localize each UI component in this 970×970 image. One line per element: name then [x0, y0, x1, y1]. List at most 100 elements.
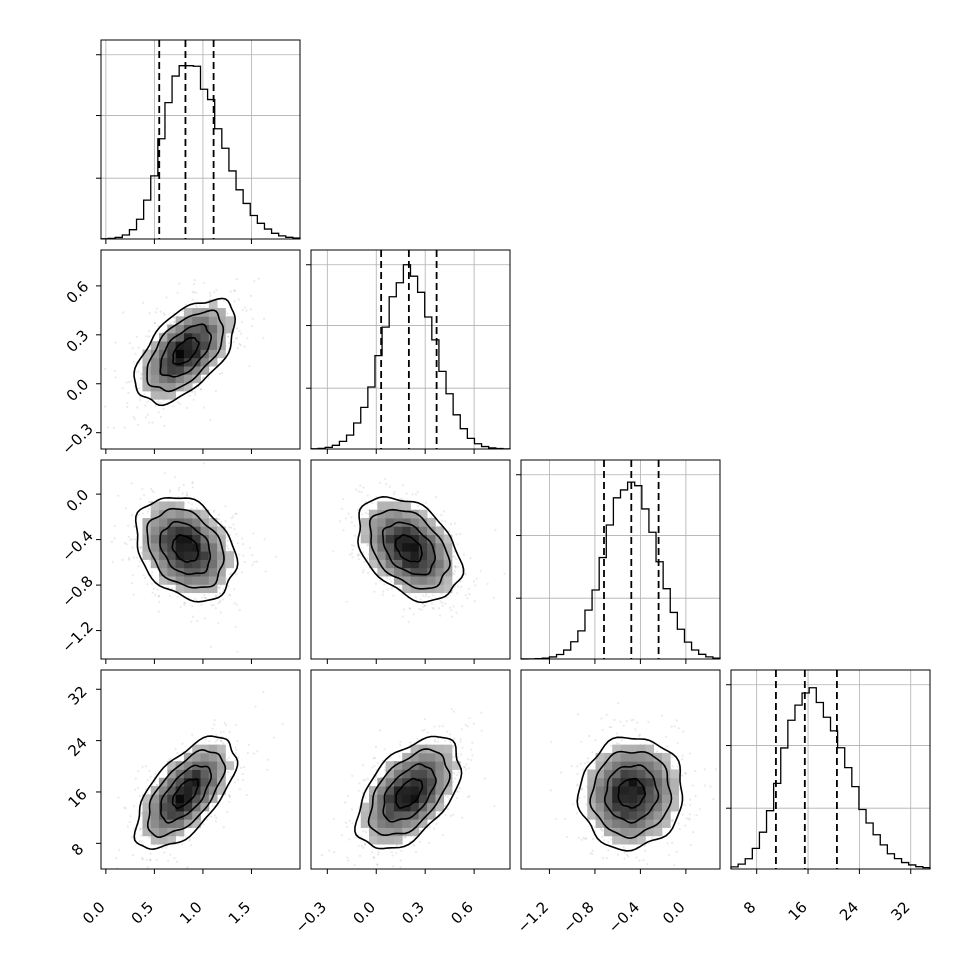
scatter-point [168, 759, 171, 762]
scatter-point [351, 544, 354, 547]
scatter-point [474, 584, 477, 587]
density-cell [192, 509, 201, 519]
density-cell [435, 761, 445, 770]
density-cell [142, 534, 152, 544]
scatter-point [345, 821, 348, 824]
scatter-point [367, 543, 370, 546]
density-cell [385, 794, 395, 804]
scatter-point [356, 508, 360, 512]
scatter-point [613, 718, 616, 722]
scatter-point [144, 404, 147, 407]
scatter-point [169, 595, 172, 598]
scatter-point [629, 880, 631, 882]
scatter-point [242, 543, 245, 546]
scatter-point [191, 486, 194, 489]
scatter-point [140, 857, 144, 860]
scatter-point [469, 557, 472, 560]
scatter-point [176, 291, 179, 294]
density-cell [418, 794, 428, 804]
scatter-point [389, 756, 392, 759]
density-cell [393, 835, 403, 845]
scatter-point [114, 376, 117, 379]
density-cell [377, 794, 387, 804]
scatter-point [379, 481, 382, 484]
density-cell [150, 802, 160, 812]
density-cell [167, 819, 177, 828]
density-cell [192, 518, 201, 527]
scatter-point [434, 740, 437, 743]
scatter-point [453, 570, 456, 573]
scatter-point [158, 402, 161, 405]
scatter-point [458, 786, 461, 790]
scatter-point [392, 492, 396, 495]
scatter-point [385, 576, 389, 579]
scatter-point [688, 813, 692, 816]
scatter-point [214, 740, 217, 743]
density-cell [435, 786, 445, 795]
hist-panel-3 [726, 669, 931, 870]
density-cell [427, 802, 436, 812]
scatter-point [454, 777, 457, 780]
scatter-point [344, 801, 347, 804]
scatter-point [339, 520, 342, 523]
scatter-point [148, 501, 151, 504]
density-cell [427, 810, 436, 820]
scatter-point [448, 606, 452, 609]
density-cell [377, 542, 387, 552]
density-cell [410, 744, 420, 754]
scatter-point [392, 865, 395, 868]
density-cell [200, 777, 210, 787]
scatter-point [155, 858, 158, 861]
scatter-point [332, 817, 336, 820]
scatter-point [677, 822, 680, 825]
density-cell [402, 576, 411, 585]
scatter-point [252, 532, 255, 535]
density-cell [150, 501, 160, 511]
scatter-point [452, 710, 455, 713]
density-cell [192, 752, 201, 762]
density-cell [385, 567, 395, 577]
density-cell [192, 374, 201, 384]
scatter-point [240, 321, 244, 324]
density-cell [159, 576, 168, 585]
density-cell [217, 316, 226, 326]
scatter-point [93, 498, 95, 500]
density-cell [167, 390, 177, 400]
scatter-point [585, 803, 588, 806]
scatter-point [399, 744, 402, 747]
density-cell [443, 761, 453, 770]
scatter-point [383, 768, 386, 772]
density-cell [385, 761, 395, 770]
scatter-point [440, 601, 444, 605]
scatter-point [152, 587, 155, 590]
scatter-point [374, 582, 378, 585]
scatter-point [227, 585, 230, 588]
scatter-point [656, 750, 659, 753]
scatter-point [262, 336, 265, 339]
scatter-point [110, 885, 112, 887]
scatter-point [412, 843, 415, 846]
scatter-point [576, 713, 580, 716]
scatter-point [240, 332, 243, 335]
scatter-point [213, 509, 216, 512]
scatter-point [240, 571, 243, 574]
scatter-point [139, 828, 142, 831]
scatter-point [185, 493, 188, 496]
scatter-point [176, 595, 179, 598]
scatter-point [591, 852, 594, 856]
density-cell [150, 341, 160, 350]
scatter-point [281, 723, 284, 726]
density-cell [393, 576, 403, 585]
scatter-point [203, 617, 206, 620]
density-cell [175, 501, 185, 511]
scatter-point [555, 817, 558, 820]
density-cell [208, 744, 218, 754]
density-cell [175, 509, 185, 519]
density-cell [360, 518, 370, 527]
density-cell [192, 324, 201, 334]
scatter-point [411, 493, 414, 496]
scatter-point [617, 742, 621, 746]
scatter-point [584, 838, 587, 841]
scatter-point [202, 406, 205, 409]
scatter-point [472, 580, 475, 583]
